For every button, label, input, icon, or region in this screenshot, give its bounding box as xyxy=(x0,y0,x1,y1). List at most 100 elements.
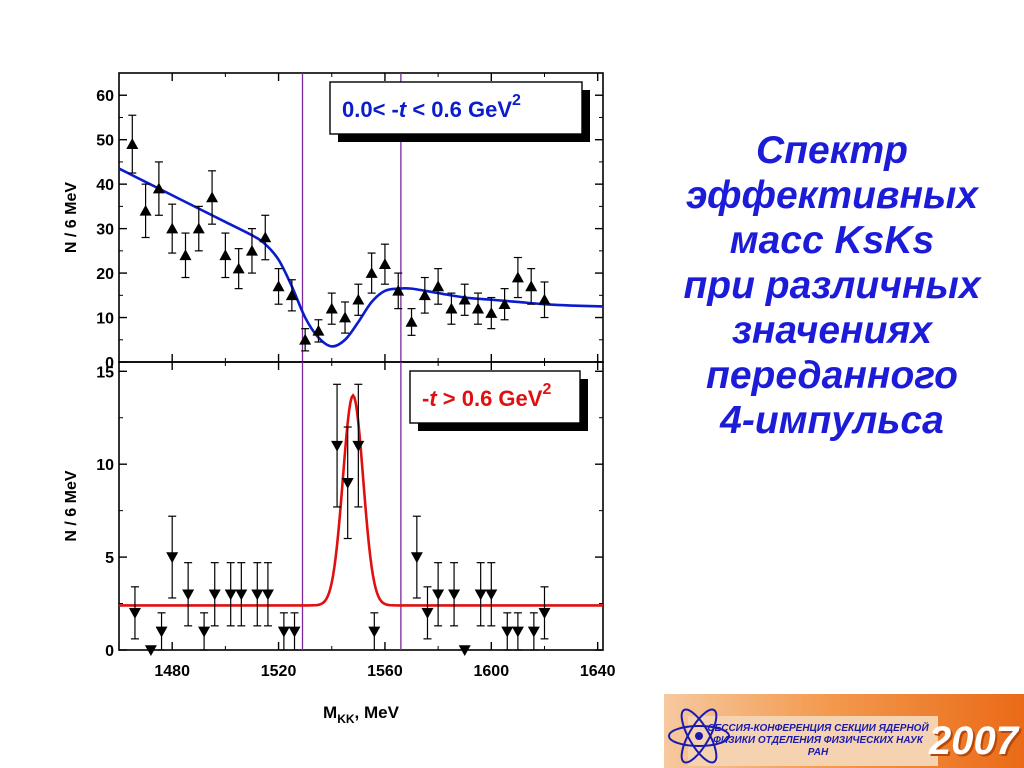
x-label-sub: KK xyxy=(337,712,355,726)
label-sup: 2 xyxy=(542,381,551,398)
triangle-up-marker xyxy=(458,293,471,305)
data-point xyxy=(392,272,405,310)
data-point xyxy=(251,562,264,627)
data-point xyxy=(219,232,232,279)
label-prefix: 0.0< - xyxy=(342,97,399,122)
triangle-up-marker xyxy=(538,293,551,305)
y-axis-label: N / 6 MeV xyxy=(63,470,80,541)
data-point xyxy=(285,279,298,312)
data-point xyxy=(352,283,365,316)
triangle-up-marker xyxy=(245,244,258,256)
triangle-up-marker xyxy=(485,307,498,318)
data-point xyxy=(208,562,221,627)
data-point xyxy=(511,256,524,299)
data-point xyxy=(527,612,540,651)
x-tick-label: 1520 xyxy=(261,663,297,680)
data-point xyxy=(126,114,139,174)
x-tick-label: 1600 xyxy=(474,663,510,680)
data-point xyxy=(179,232,192,279)
x-tick-label: 1480 xyxy=(154,663,190,680)
triangle-down-marker xyxy=(341,477,354,489)
data-point xyxy=(166,203,179,254)
y-tick-label: 0 xyxy=(105,355,114,372)
triangle-up-marker xyxy=(259,231,272,243)
x-axis-label: MKK, MeV xyxy=(323,703,400,726)
data-point xyxy=(245,228,258,274)
triangle-up-marker xyxy=(418,289,431,301)
triangle-down-marker xyxy=(166,552,179,564)
title-line: при различных xyxy=(683,264,981,307)
triangle-up-marker xyxy=(339,311,352,323)
data-point xyxy=(259,214,272,261)
data-point xyxy=(206,170,219,225)
title-line: эффективных xyxy=(685,174,979,217)
data-point xyxy=(448,562,461,627)
atom-icon xyxy=(668,708,730,764)
triangle-down-marker xyxy=(235,589,248,601)
triangle-up-marker xyxy=(498,298,511,309)
banner-line: РАН xyxy=(807,747,829,758)
triangle-up-marker xyxy=(192,222,205,234)
title-line: значениях xyxy=(731,309,933,352)
x-label-rest: , MeV xyxy=(355,703,400,722)
data-point xyxy=(182,562,195,627)
conference-banner: СЕССИЯ-КОНФЕРЕНЦИЯ СЕКЦИИ ЯДЕРНОЙ ФИЗИКИ… xyxy=(664,694,1024,768)
triangle-up-marker xyxy=(525,280,538,292)
data-point xyxy=(474,562,487,627)
title-line: Спектр xyxy=(756,129,908,172)
triangle-up-marker xyxy=(325,302,338,314)
data-point xyxy=(224,562,237,627)
triangle-down-marker xyxy=(538,608,551,619)
triangle-up-marker xyxy=(219,249,232,261)
data-point xyxy=(139,183,152,239)
triangle-down-marker xyxy=(277,626,290,638)
triangle-down-marker xyxy=(485,589,498,601)
triangle-down-marker xyxy=(144,645,157,656)
data-point xyxy=(405,308,418,336)
x-tick-label: 1560 xyxy=(367,663,403,680)
triangle-down-marker xyxy=(128,608,141,619)
triangle-up-marker xyxy=(312,324,325,336)
data-point xyxy=(410,515,423,599)
banner-line: ФИЗИКИ ОТДЕЛЕНИЯ ФИЗИЧЕСКИХ НАУК xyxy=(713,735,923,746)
y-tick-label: 15 xyxy=(96,364,114,381)
data-point xyxy=(144,645,157,656)
data-point xyxy=(485,562,498,627)
x-label-main: M xyxy=(323,703,337,722)
label-sup: 2 xyxy=(512,92,521,109)
data-point xyxy=(331,383,344,508)
triangle-down-marker xyxy=(511,626,524,638)
panel-top: 0 10 20 30 40 50 60 N / 6 MeV 0.0< -t < 0.6 GeV2 xyxy=(63,72,604,372)
fit-curve xyxy=(119,393,603,607)
triangle-down-marker xyxy=(208,589,221,601)
label-box xyxy=(329,81,583,135)
y-tick-label: 10 xyxy=(96,457,114,474)
triangle-up-marker xyxy=(179,249,192,261)
triangle-up-marker xyxy=(378,258,391,269)
label-prefix: - xyxy=(422,386,429,411)
label-t: t xyxy=(399,97,408,122)
y-tick-label: 60 xyxy=(96,88,114,105)
data-point xyxy=(277,612,290,651)
y-tick-label: 50 xyxy=(96,133,114,150)
triangle-down-marker xyxy=(421,608,434,619)
title-line: масс KsKs xyxy=(729,219,935,262)
triangle-up-marker xyxy=(445,302,458,314)
data-point xyxy=(352,383,365,508)
triangle-down-marker xyxy=(198,626,211,638)
triangle-up-marker xyxy=(139,204,152,216)
data-point xyxy=(272,268,285,305)
triangle-down-marker xyxy=(182,589,195,601)
data-point xyxy=(525,268,538,305)
title-line: переданного xyxy=(706,354,958,397)
triangle-down-marker xyxy=(352,440,365,452)
triangle-down-marker xyxy=(155,626,168,638)
data-point xyxy=(341,426,354,540)
data-point xyxy=(458,283,471,316)
banner-line: СЕССИЯ-КОНФЕРЕНЦИЯ СЕКЦИИ ЯДЕРНОЙ xyxy=(707,723,929,734)
data-point xyxy=(152,161,165,216)
banner-text: СЕССИЯ-КОНФЕРЕНЦИЯ СЕКЦИИ ЯДЕРНОЙ ФИЗИКИ… xyxy=(694,723,942,759)
data-point xyxy=(538,281,551,319)
triangle-up-marker xyxy=(272,280,285,292)
